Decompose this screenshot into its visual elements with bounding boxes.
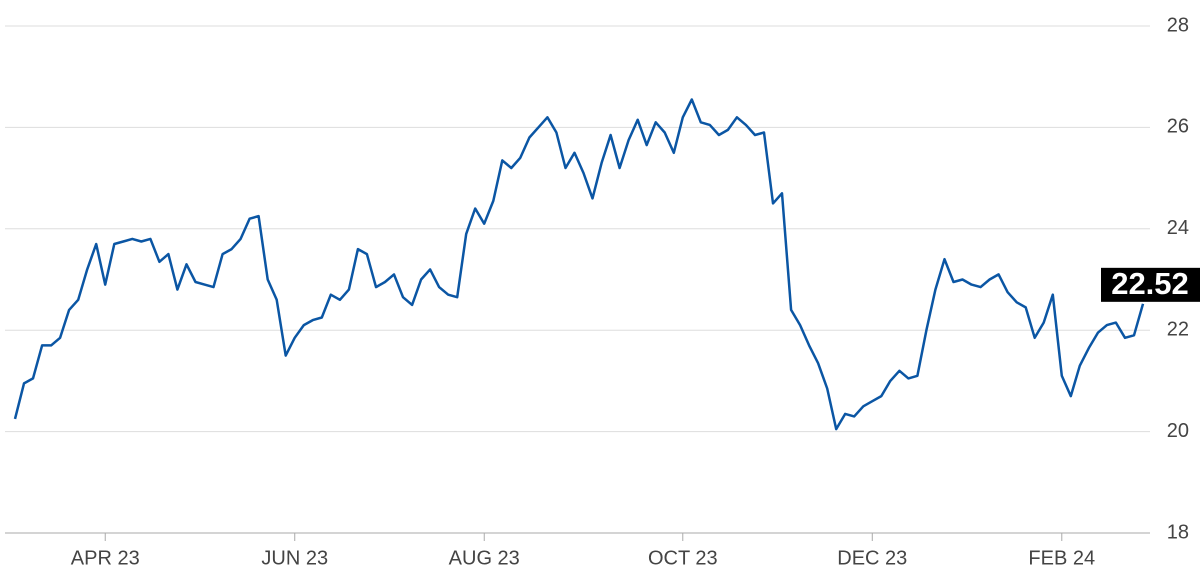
- last-value-box: [1101, 267, 1200, 302]
- last-value-label: 22.52: [1111, 266, 1189, 301]
- y-tick-label: 22: [1167, 318, 1189, 340]
- y-tick-label: 20: [1167, 420, 1189, 442]
- x-tick-label: APR 23: [71, 547, 140, 569]
- x-tick-label: DEC 23: [837, 547, 907, 569]
- price-line: [13, 98, 1145, 431]
- y-tick-label: 26: [1167, 116, 1189, 138]
- y-tick-label: 24: [1167, 217, 1189, 239]
- x-tick-label: JUN 23: [261, 547, 328, 569]
- x-tick-label: FEB 24: [1028, 547, 1095, 569]
- x-tick-label: OCT 23: [648, 547, 718, 569]
- x-tick-label: AUG 23: [449, 547, 520, 569]
- y-tick-label: 18: [1167, 521, 1189, 543]
- y-tick-label: 28: [1167, 14, 1189, 36]
